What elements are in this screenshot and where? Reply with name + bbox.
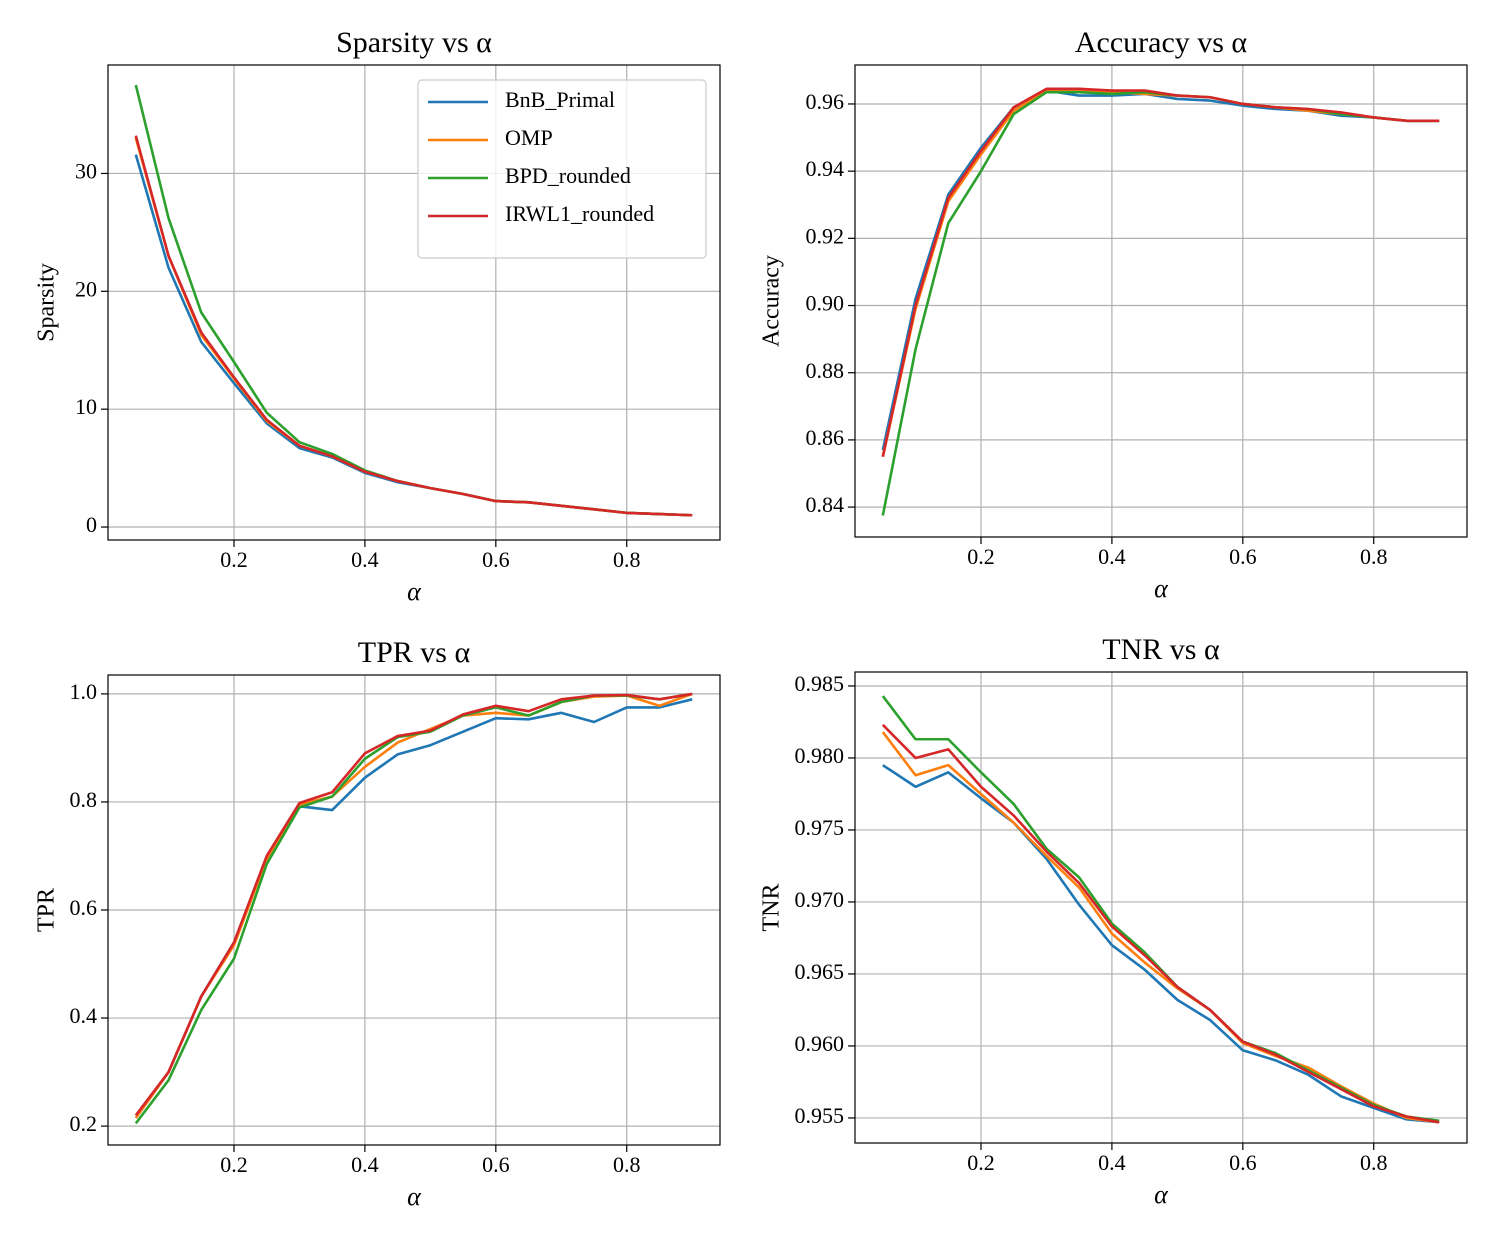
y-tick-label: 0.985 [795,671,845,696]
series-line [881,89,1440,457]
series-line [134,692,693,1125]
x-tick-label: 0.6 [1229,544,1257,569]
y-tick-label: 0.955 [795,1103,845,1128]
series-line [134,692,693,1117]
series-line [881,731,1440,1124]
plot-frame [107,64,721,541]
x-tick-label: 0.8 [613,1152,641,1177]
x-tick-label: 0.2 [967,544,995,569]
x-tick-label: 0.4 [1098,1150,1126,1175]
y-axis-label: TPR [34,888,60,932]
y-tick-label: 0.6 [70,895,98,920]
y-tick-label: 0.980 [795,743,845,768]
y-tick-label: 0.975 [795,815,845,840]
x-tick-label: 0.6 [482,547,510,572]
y-tick-label: 1.0 [70,679,98,704]
x-axis-label: α [407,577,422,606]
y-tick-label: 20 [75,276,97,301]
y-axis-label: Accuracy [759,255,785,347]
y-tick-label: 0.86 [806,425,845,450]
y-tick-label: 10 [75,394,97,419]
x-axis-label: α [1154,574,1169,603]
series-line [881,695,1440,1123]
legend-label: IRWL1_rounded [505,201,654,226]
y-tick-label: 0.8 [70,787,98,812]
legend-box [417,79,707,259]
series-line [134,698,693,1119]
x-tick-label: 0.4 [351,547,379,572]
x-tick-label: 0.4 [351,1152,379,1177]
x-tick-label: 0.8 [613,547,641,572]
y-tick-label: 0.4 [70,1003,98,1028]
x-tick-label: 0.2 [220,1152,248,1177]
plot-frame [107,674,721,1146]
x-tick-label: 0.8 [1360,1150,1388,1175]
legend-label: BPD_rounded [505,163,631,188]
chart-title: Accuracy vs α [1075,26,1248,59]
y-tick-label: 0.94 [806,156,845,181]
x-tick-label: 0.6 [482,1152,510,1177]
y-tick-label: 0.88 [806,358,845,383]
plot-frame [854,64,1468,538]
x-tick-label: 0.6 [1229,1150,1257,1175]
series-line [134,135,693,517]
y-axis-label: TNR [759,884,785,932]
y-axis-label: Sparsity [34,263,60,342]
legend-label: OMP [505,125,553,150]
chart-title: TPR vs α [358,636,471,669]
chart-title: TNR vs α [1102,633,1220,666]
y-tick-label: 0.970 [795,887,845,912]
y-tick-label: 0.965 [795,959,845,984]
y-tick-label: 0.92 [806,223,845,248]
y-tick-label: 0.84 [806,492,845,517]
x-tick-label: 0.4 [1098,544,1126,569]
series-line [882,764,1440,1124]
y-tick-label: 0.2 [70,1111,98,1136]
x-axis-label: α [407,1182,422,1211]
x-tick-label: 0.2 [220,547,248,572]
y-tick-label: 30 [75,158,97,183]
y-tick-label: 0.90 [806,291,845,316]
series-line [134,692,693,1119]
x-axis-label: α [1154,1180,1169,1209]
x-tick-label: 0.8 [1360,544,1388,569]
plot-frame [854,671,1468,1144]
series-line [881,89,1440,451]
y-tick-label: 0.960 [795,1031,845,1056]
series-line [881,723,1440,1124]
x-tick-label: 0.2 [967,1150,995,1175]
y-tick-label: 0.96 [806,89,845,114]
y-tick-label: 0 [86,512,97,537]
chart-title: Sparsity vs α [336,26,492,59]
legend-label: BnB_Primal [505,87,615,112]
series-line [881,90,1440,516]
series-line [881,87,1440,457]
